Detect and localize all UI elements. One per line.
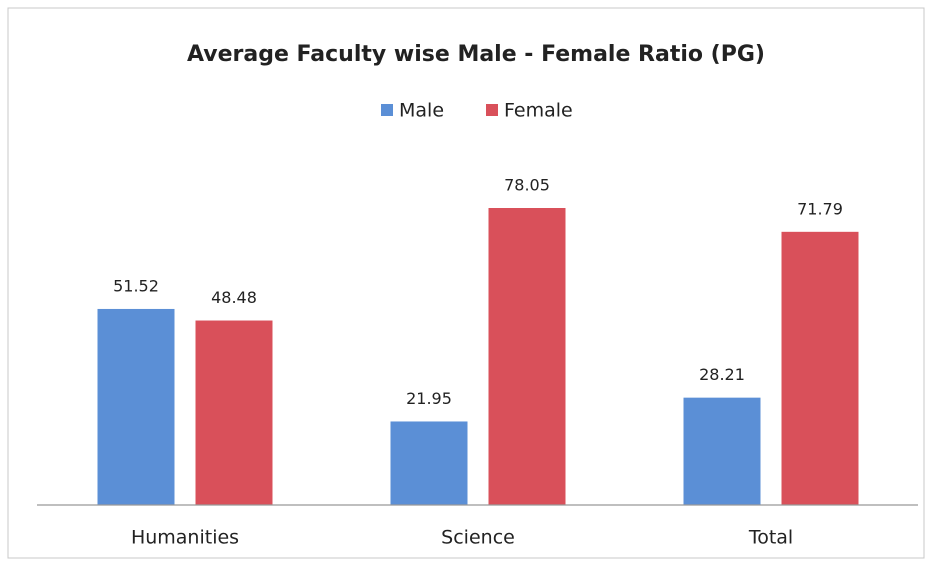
- data-label: 51.52: [113, 276, 159, 295]
- x-tick-label: Science: [441, 527, 515, 549]
- data-label: 28.21: [699, 365, 745, 384]
- bar: [781, 231, 859, 506]
- data-label: 78.05: [504, 176, 550, 195]
- bar: [683, 397, 761, 505]
- data-label: 71.79: [797, 199, 843, 218]
- x-tick-label: Humanities: [131, 527, 239, 549]
- legend-swatch: [381, 104, 393, 116]
- legend-swatch: [486, 104, 498, 116]
- bar: [488, 208, 566, 505]
- bar: [97, 308, 175, 505]
- legend-label: Male: [399, 100, 444, 122]
- x-tick-label: Total: [748, 527, 793, 549]
- bar: [195, 320, 273, 505]
- bar: [390, 421, 468, 505]
- chart-title: Average Faculty wise Male - Female Ratio…: [187, 42, 765, 67]
- data-label: 48.48: [211, 288, 257, 307]
- legend-label: Female: [504, 100, 573, 122]
- data-label: 21.95: [406, 389, 452, 408]
